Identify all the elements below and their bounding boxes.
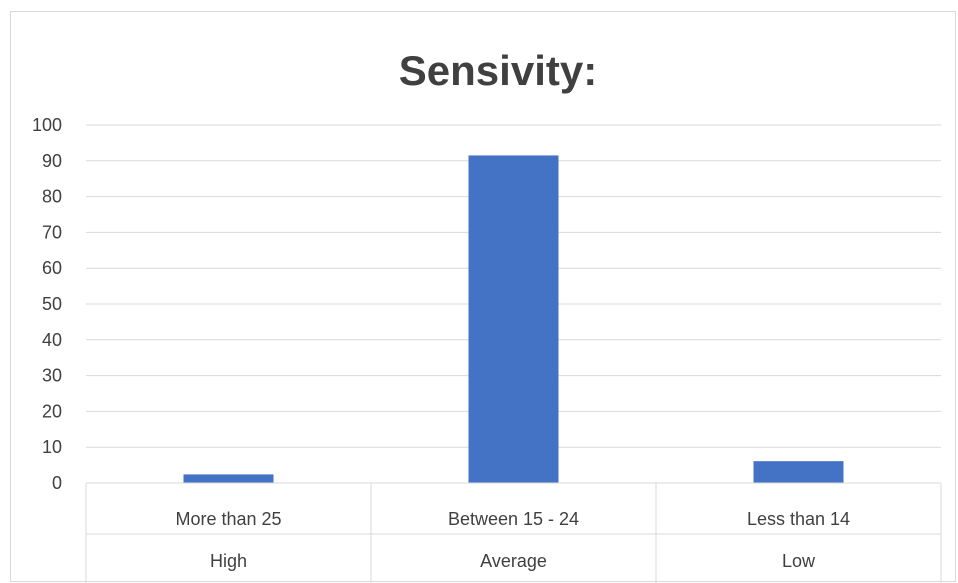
y-tick-label: 90 <box>42 151 62 171</box>
x-category-group-label: Low <box>782 551 816 571</box>
x-category-group-label: Average <box>480 551 547 571</box>
y-tick-label: 60 <box>42 258 62 278</box>
x-axis <box>85 482 942 583</box>
y-tick-label: 40 <box>42 330 62 350</box>
y-axis-ticks: 0 10 20 30 40 50 60 70 80 90 100 <box>32 115 62 493</box>
y-tick-label: 80 <box>42 187 62 207</box>
y-tick-label: 20 <box>42 401 62 421</box>
x-category-label: Less than 14 <box>747 509 850 529</box>
bar <box>468 155 559 483</box>
chart-title: Sensivity: <box>399 47 597 94</box>
y-tick-label: 70 <box>42 222 62 242</box>
y-tick-label: 50 <box>42 294 62 314</box>
x-category-label: More than 25 <box>175 509 281 529</box>
bar <box>183 474 274 483</box>
y-tick-label: 100 <box>32 115 62 135</box>
x-category-label: Between 15 - 24 <box>448 509 579 529</box>
y-tick-label: 10 <box>42 437 62 457</box>
y-tick-label: 30 <box>42 366 62 386</box>
y-tick-label: 0 <box>52 473 62 493</box>
x-axis-categories: More than 25 Between 15 - 24 Less than 14 H… <box>175 509 850 571</box>
bar <box>753 461 844 483</box>
x-category-group-label: High <box>210 551 247 571</box>
bars <box>183 155 844 483</box>
